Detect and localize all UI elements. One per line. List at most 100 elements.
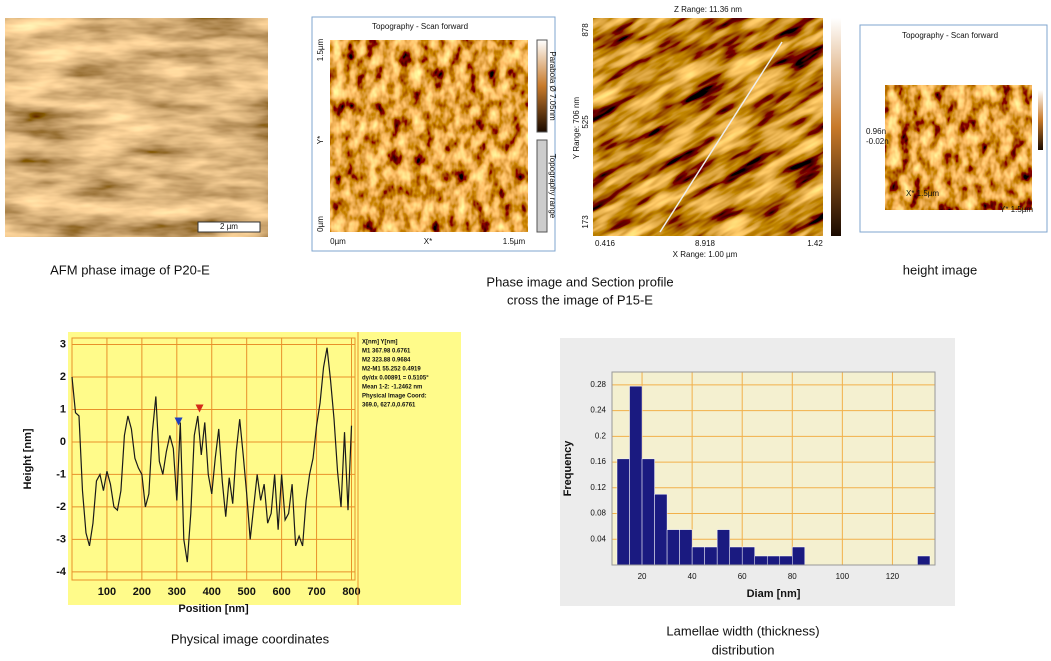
x-tick-label: 60 <box>738 572 747 581</box>
y-tick: 173 <box>581 215 590 229</box>
y-tick-label: 0.2 <box>595 431 607 440</box>
window-title: Topography - Scan forward <box>902 31 998 40</box>
y-axis-label: Height [nm] <box>22 428 34 489</box>
x-tick: 1.42 <box>807 239 823 248</box>
x-right: 1.5µm <box>503 237 526 246</box>
y-tick-label: -2 <box>56 501 66 513</box>
bar <box>641 458 655 566</box>
y-label: Y Range: 706 nm <box>572 97 581 159</box>
scale-bar <box>197 221 261 233</box>
y-axis-label: Frequency <box>562 440 574 497</box>
profile-line <box>71 347 353 563</box>
z-range: Z Range: 11.36 nm <box>674 5 742 14</box>
x-label: X* <box>424 237 432 246</box>
x-tick-label: 80 <box>788 572 797 581</box>
bar <box>779 555 793 566</box>
colorbar <box>536 39 548 133</box>
caption: Phase image and Section profile <box>486 274 673 289</box>
y-tick-label: -1 <box>56 468 66 480</box>
z-top: 0.96n <box>866 127 886 136</box>
bar <box>616 458 630 566</box>
x-tick-label: 800 <box>342 586 360 598</box>
window-title: Topography - Scan forward <box>372 22 468 31</box>
y-tick-label: 0.24 <box>590 406 606 415</box>
colorbar-label: Parabola Ø 7.05nm <box>548 51 557 121</box>
info-line: X[nm] Y[nm] <box>362 340 398 346</box>
z-bottom: -0.02n <box>866 137 889 146</box>
caption: Physical image coordinates <box>171 631 330 646</box>
plot-frame <box>71 337 356 581</box>
x-tick-label: 600 <box>272 586 290 598</box>
range-bar <box>536 139 548 233</box>
info-line: M1 367.98 0.6761 <box>362 349 411 355</box>
colorbar <box>1038 90 1043 150</box>
y-tick-label: 2 <box>60 371 66 383</box>
scale-label: 2 µm <box>220 222 238 231</box>
caption: Lamellae width (thickness) <box>666 623 819 638</box>
height-map <box>593 18 823 236</box>
surface-3d <box>885 85 1032 210</box>
colorbar <box>831 18 841 236</box>
bar <box>654 493 668 566</box>
y-tick-label: 0.12 <box>590 483 606 492</box>
x-tick-label: 300 <box>168 586 186 598</box>
x-tick-label: 700 <box>307 586 325 598</box>
bar <box>741 546 755 566</box>
bar <box>704 546 718 566</box>
cursor-marker <box>174 417 183 426</box>
x-tick-label: 120 <box>886 572 900 581</box>
caption: distribution <box>712 642 775 657</box>
plot-frame <box>611 371 936 566</box>
y-tick-label: 0 <box>60 436 66 448</box>
y-tick-label: 1 <box>60 403 66 415</box>
bar <box>766 555 781 566</box>
y-tick-label: 0.16 <box>590 457 606 466</box>
caption: height image <box>903 262 977 277</box>
afm-image <box>5 18 268 237</box>
info-line: Physical Image Coord: <box>362 394 427 400</box>
info-line: M2-M1 55.252 0.4919 <box>362 367 421 373</box>
y-tick-label: 3 <box>60 338 66 350</box>
y-tick-label: 0.08 <box>590 509 606 518</box>
x-tick: 0.416 <box>595 239 616 248</box>
x-tick-label: 20 <box>638 572 647 581</box>
plot-background <box>68 332 461 605</box>
bar <box>917 555 931 566</box>
x-axis-label: Position [nm] <box>178 603 249 615</box>
y-label: Y* 1.5µm <box>1000 205 1033 214</box>
y-tick: 525 <box>581 115 590 129</box>
y-tick-label: 0.04 <box>590 534 606 543</box>
x-label: X Range: 1.00 µm <box>673 250 738 259</box>
info-line: M2 323.88 0.9684 <box>362 358 411 364</box>
section-line <box>659 41 783 233</box>
bar <box>666 529 680 566</box>
cursor-marker <box>195 404 204 413</box>
y-bottom: 0µm <box>316 216 325 232</box>
x-tick-label: 100 <box>98 586 116 598</box>
x-tick: 8.918 <box>695 239 716 248</box>
x-left: 0µm <box>330 237 346 246</box>
bar <box>691 546 705 566</box>
y-tick-label: 0.28 <box>590 380 606 389</box>
info-line: Mean 1-2: -1.2462 nm <box>362 385 422 391</box>
y-tick-label: -3 <box>56 533 66 545</box>
info-line: 369.0, 627.0,0.6761 <box>362 403 416 409</box>
x-tick-label: 400 <box>203 586 221 598</box>
bar <box>716 529 730 566</box>
x-tick-label: 100 <box>836 572 850 581</box>
caption: AFM phase image of P20-E <box>50 262 210 277</box>
x-tick-label: 40 <box>688 572 697 581</box>
bar <box>792 546 806 566</box>
bar <box>729 546 743 566</box>
x-axis-label: Diam [nm] <box>747 588 801 600</box>
y-tick-label: -4 <box>56 566 67 578</box>
x-tick-label: 500 <box>238 586 256 598</box>
bar <box>679 529 693 566</box>
x-label: X* 1.5µm <box>906 189 939 198</box>
info-line: dy/dx 0.00891 = 0.5105° <box>362 376 429 382</box>
y-tick: 878 <box>581 23 590 37</box>
caption: cross the image of P15-E <box>507 292 653 307</box>
bar <box>629 385 643 566</box>
bar <box>754 555 768 566</box>
